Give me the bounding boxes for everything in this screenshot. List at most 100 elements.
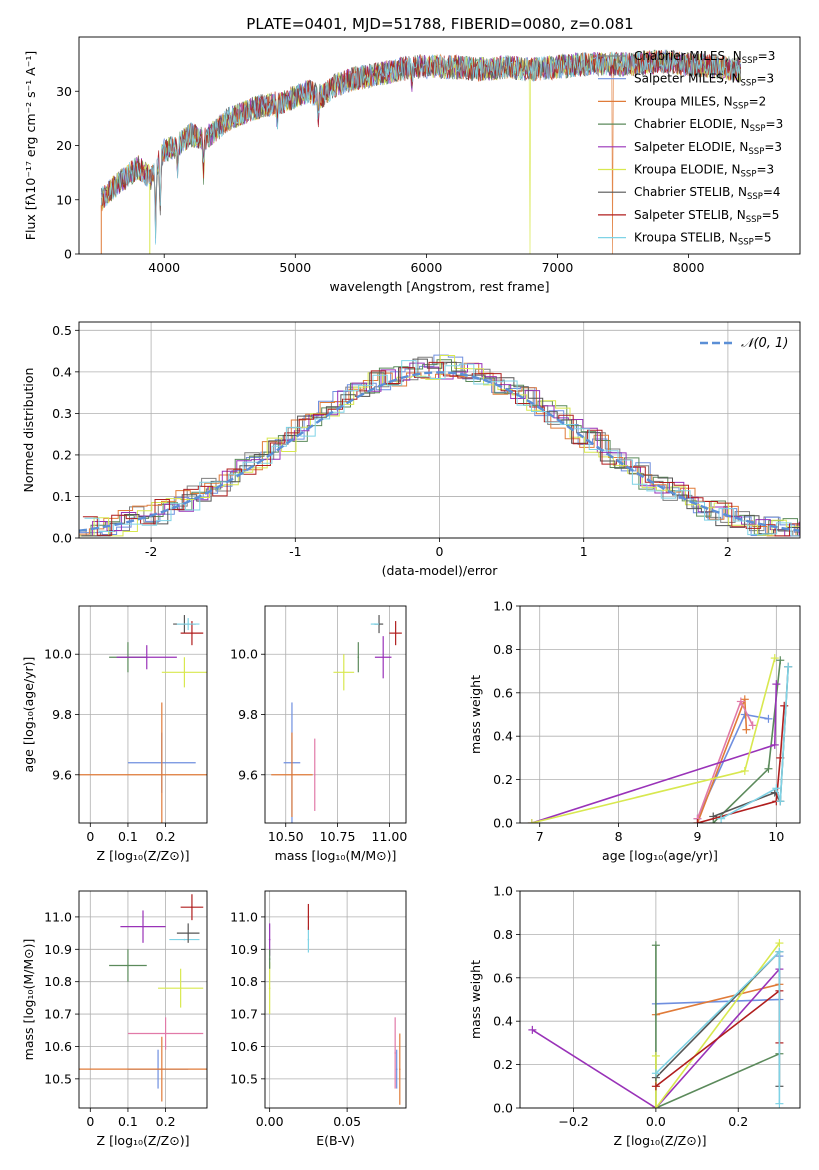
y-axis-label: Normed distribution (21, 368, 36, 493)
x-tick-label: −0.2 (558, 1114, 588, 1129)
histogram-C-STELIB (81, 358, 800, 537)
y-tick-label: 0.2 (52, 447, 72, 462)
y-axis-label: mass [log₁₀(M/M⊙)] (21, 939, 36, 1061)
y-tick-label: 0.2 (493, 1057, 513, 1072)
y-axis-label: mass weight (468, 960, 483, 1039)
y-axis-label: mass weight (468, 675, 483, 754)
weight-line-K-ELODIE (655, 942, 781, 1108)
y-tick-label: 0.0 (493, 816, 513, 831)
x-tick-label: 0.00 (256, 1114, 284, 1129)
legend-label: Chabrier MILES, NSSP=3 (634, 49, 775, 66)
legend-label: Chabrier STELIB, NSSP=4 (634, 185, 781, 202)
x-axis-label: wavelength [Angstrom, rest frame] (329, 279, 549, 294)
x-tick-label: 4000 (148, 260, 180, 275)
y-tick-label: 10.7 (230, 1007, 258, 1022)
data-point (394, 632, 397, 634)
x-axis-label: Z [log₁₀(Z/Z⊙)] (97, 848, 190, 863)
x-tick-label: 7000 (542, 260, 574, 275)
x-tick-label: -1 (289, 544, 301, 559)
legend-label: Kroupa ELODIE, NSSP=3 (634, 163, 774, 180)
x-tick-label: 2 (724, 544, 732, 559)
data-point (191, 906, 193, 908)
x-axis-label: E(B-V) (316, 1133, 355, 1148)
x-tick-label: 5000 (279, 260, 311, 275)
y-tick-label: 11.0 (230, 909, 258, 924)
figure-title: PLATE=0401, MJD=51788, FIBERID=0080, z=0… (246, 15, 633, 33)
y-tick-label: 1.0 (493, 884, 513, 899)
y-tick-label: 10.5 (230, 1071, 258, 1086)
weight_vs_Z-axes (516, 890, 800, 1112)
data-point (291, 773, 293, 776)
age_vs_mass-axes (261, 606, 406, 827)
y-tick-label: 0.0 (52, 531, 72, 546)
weight-line-S-MILES (655, 956, 781, 1005)
x-tick-label: 0.1 (118, 829, 138, 844)
x-axis-label: (data-model)/error (382, 563, 499, 578)
weight-line-S-STELIB (655, 989, 781, 1087)
y-tick-label: 0.5 (52, 323, 72, 338)
data-point (374, 623, 376, 625)
y-tick-label: 0.8 (493, 642, 513, 657)
data-point (394, 1052, 396, 1054)
y-tick-label: 0.1 (52, 489, 72, 504)
mass_vs_Z-frame (78, 890, 208, 1109)
y-tick-label: 11.0 (44, 909, 72, 924)
legend-label: Salpeter ELODIE, NSSP=3 (634, 140, 782, 157)
x-tick-label: 7 (536, 829, 544, 844)
data-point (399, 1068, 401, 1070)
histogram-S-ELODIE (79, 362, 800, 537)
x-axis-label: Z [log₁₀(Z/Z⊙)] (614, 1133, 707, 1148)
y-tick-label: 10.9 (230, 942, 258, 957)
weight-line-C-STELIB (655, 949, 781, 1087)
spectrum-legend: Chabrier MILES, NSSP=3 Salpeter MILES, NS… (598, 49, 783, 248)
x-tick-label: 0.05 (333, 1114, 361, 1129)
y-tick-label: 0.4 (52, 364, 72, 379)
legend-label: Kroupa STELIB, NSSP=5 (634, 231, 772, 248)
data-point (127, 964, 129, 967)
data-point (187, 623, 189, 625)
data-point (191, 632, 193, 634)
data-point (142, 925, 144, 928)
x-tick-label: 8 (615, 829, 623, 844)
weight-line-C-ELODIE (655, 945, 780, 1108)
legend-label: Chabrier ELODIE, NSSP=3 (634, 117, 783, 134)
data-point (145, 656, 148, 659)
data-point (307, 916, 310, 918)
y-tick-label: 9.8 (52, 707, 72, 722)
data-point (307, 938, 310, 941)
weight-line-K-STELIB (720, 666, 789, 820)
weight_vs_age-frame (519, 605, 801, 824)
gaussian-curve (79, 371, 800, 532)
y-tick-label: 10.7 (44, 1007, 72, 1022)
weight-line-K-MILES (655, 983, 780, 1016)
y-tick-label: 0.6 (493, 970, 513, 985)
spectrum-frame (78, 36, 801, 255)
y-tick-label: 0.6 (493, 685, 513, 700)
data-point (183, 671, 186, 674)
data-point (164, 1032, 167, 1035)
x-axis-label: mass [log₁₀(M/M⊙)] (275, 848, 397, 863)
x-tick-label: 0 (436, 544, 444, 559)
x-axis-label: age [log₁₀(age/yr)] (602, 848, 718, 863)
y-tick-label: 10.8 (44, 974, 72, 989)
x-tick-label: 6000 (410, 260, 442, 275)
legend-label: Salpeter STELIB, NSSP=5 (634, 208, 779, 225)
data-point (161, 773, 163, 776)
histogram-K-STELIB (84, 360, 800, 537)
y-tick-label: 10.8 (230, 974, 258, 989)
y-tick-label: 10.6 (230, 1039, 258, 1054)
age_vs_mass-points (271, 615, 402, 823)
y-tick-label: 0.2 (493, 772, 513, 787)
y-axis-label: age [log₁₀(age/yr)] (21, 657, 36, 773)
histogram-C-ELODIE (79, 359, 800, 537)
data-point (382, 656, 384, 659)
data-point (313, 773, 316, 776)
x-tick-label: 8000 (673, 260, 705, 275)
x-axis-label: Z [log₁₀(Z/Z⊙)] (97, 1133, 190, 1148)
residual-histograms (79, 354, 800, 537)
x-tick-label: 1 (580, 544, 588, 559)
y-tick-label: 0.0 (493, 1101, 513, 1116)
y-tick-label: 10.9 (44, 942, 72, 957)
y-tick-label: 9.6 (52, 767, 72, 782)
